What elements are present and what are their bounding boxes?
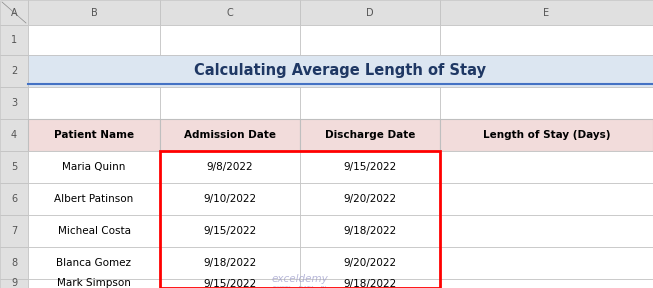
Text: Calculating Average Length of Stay: Calculating Average Length of Stay	[195, 63, 486, 79]
Text: 9/15/2022: 9/15/2022	[203, 226, 257, 236]
Text: 9/18/2022: 9/18/2022	[203, 258, 257, 268]
Bar	[0, 247, 28, 279]
Text: 8: 8	[11, 258, 17, 268]
Bar	[440, 247, 653, 279]
Bar	[160, 151, 300, 183]
Text: D: D	[366, 7, 374, 18]
Text: 9/20/2022: 9/20/2022	[343, 194, 396, 204]
Bar	[300, 87, 440, 119]
Bar	[300, 0, 440, 25]
Bar	[440, 25, 653, 55]
Bar	[160, 25, 300, 55]
Text: Mark Simpson: Mark Simpson	[57, 278, 131, 288]
Bar	[160, 0, 300, 25]
Bar	[0, 0, 28, 25]
Text: 9/18/2022: 9/18/2022	[343, 226, 396, 236]
Bar	[0, 119, 28, 151]
Text: 9/20/2022: 9/20/2022	[343, 258, 396, 268]
Text: EXCEL · DATA · BI: EXCEL · DATA · BI	[273, 286, 326, 288]
Bar	[300, 25, 440, 55]
Bar	[160, 119, 300, 151]
Bar	[28, 87, 160, 119]
Text: Micheal Costa: Micheal Costa	[57, 226, 131, 236]
Text: 5: 5	[11, 162, 17, 172]
Bar	[28, 0, 160, 25]
Bar	[440, 0, 653, 25]
Bar	[300, 215, 440, 247]
Bar	[0, 25, 28, 55]
Text: E: E	[543, 7, 550, 18]
Bar	[28, 247, 160, 279]
Bar	[0, 279, 28, 288]
Text: A: A	[10, 7, 18, 18]
Text: Patient Name: Patient Name	[54, 130, 134, 140]
Text: 9/15/2022: 9/15/2022	[203, 278, 257, 288]
Bar	[440, 87, 653, 119]
Text: 9/10/2022: 9/10/2022	[204, 194, 257, 204]
Text: exceldemy: exceldemy	[272, 274, 328, 285]
Text: 9: 9	[11, 278, 17, 288]
Bar	[440, 119, 653, 151]
Bar	[28, 55, 653, 87]
Text: Maria Quinn: Maria Quinn	[62, 162, 125, 172]
Text: 9/8/2022: 9/8/2022	[207, 162, 253, 172]
Bar	[300, 279, 440, 288]
Text: Admission Date: Admission Date	[184, 130, 276, 140]
Bar	[300, 119, 440, 151]
Text: Blanca Gomez: Blanca Gomez	[57, 258, 131, 268]
Text: C: C	[227, 7, 233, 18]
Bar	[28, 183, 160, 215]
Text: 3: 3	[11, 98, 17, 108]
Bar	[440, 279, 653, 288]
Bar	[28, 151, 160, 183]
Bar	[440, 215, 653, 247]
Bar	[28, 119, 160, 151]
Bar	[300, 151, 440, 183]
Bar	[28, 215, 160, 247]
Bar	[28, 279, 160, 288]
Bar	[160, 215, 300, 247]
Bar	[300, 183, 440, 215]
Text: 9/18/2022: 9/18/2022	[343, 278, 396, 288]
Bar	[300, 247, 440, 279]
Bar	[440, 151, 653, 183]
Bar	[160, 279, 300, 288]
Text: Length of Stay (Days): Length of Stay (Days)	[483, 130, 611, 140]
Bar	[160, 151, 440, 288]
Text: 6: 6	[11, 194, 17, 204]
Text: Albert Patinson: Albert Patinson	[54, 194, 134, 204]
Text: 4: 4	[11, 130, 17, 140]
Bar	[160, 183, 300, 215]
Bar	[0, 151, 28, 183]
Text: Discharge Date: Discharge Date	[325, 130, 415, 140]
Bar	[160, 247, 300, 279]
Text: 9/15/2022: 9/15/2022	[343, 162, 396, 172]
Text: 1: 1	[11, 35, 17, 45]
Text: B: B	[91, 7, 97, 18]
Bar	[0, 87, 28, 119]
Bar	[0, 55, 28, 87]
Bar	[160, 87, 300, 119]
Bar	[0, 215, 28, 247]
Text: 7: 7	[11, 226, 17, 236]
Text: 2: 2	[11, 66, 17, 76]
Bar	[440, 183, 653, 215]
Bar	[0, 183, 28, 215]
Bar	[28, 25, 160, 55]
